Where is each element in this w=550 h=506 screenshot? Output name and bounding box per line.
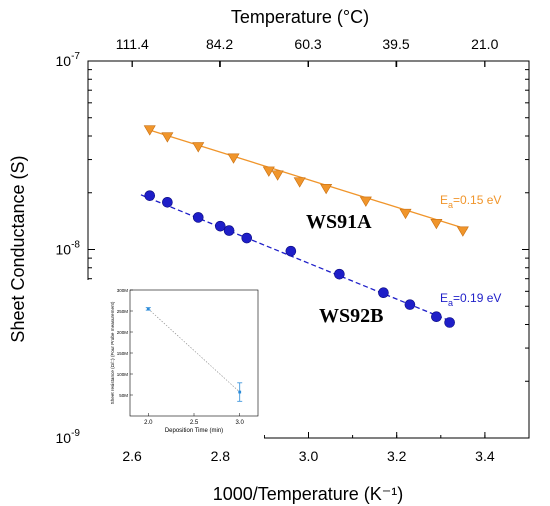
- inset-y-axis-title: Sheet resistance (Ω/□) (Four Probe measu…: [110, 301, 115, 404]
- data-point: [227, 153, 240, 164]
- data-point: [192, 212, 204, 223]
- y-tick-label: 10-7: [56, 51, 81, 69]
- series-label-ws92b: WS92B: [319, 305, 383, 327]
- y-axis-title: Sheet Conductance (S): [8, 155, 28, 342]
- inset-data-point: [146, 307, 150, 311]
- data-point: [161, 132, 174, 143]
- top-tick-label: 21.0: [471, 36, 498, 52]
- top-tick-label: 60.3: [294, 36, 321, 52]
- x-tick-label: 3.0: [299, 448, 319, 464]
- inset-y-tick-label: 300M: [117, 288, 129, 293]
- data-point: [293, 177, 306, 188]
- inset-x-tick-label: 3.0: [236, 420, 245, 426]
- inset-y-tick-label: 50M: [119, 393, 128, 398]
- ea-label-ws91a: Ea=0.15 eV: [440, 193, 501, 210]
- fit-line: [149, 129, 468, 230]
- data-point: [192, 142, 205, 153]
- data-point: [431, 311, 442, 323]
- inset-background: [84, 280, 264, 440]
- y-tick-label: 10-8: [56, 240, 81, 258]
- inset-y-tick-label: 100M: [117, 372, 129, 377]
- x-tick-label: 3.2: [387, 448, 407, 464]
- y-axis-ticks: 10-9 10-8 10-7: [56, 51, 529, 446]
- data-point: [334, 268, 345, 280]
- data-point: [262, 166, 275, 177]
- data-point: [162, 196, 173, 208]
- data-point: [378, 287, 389, 298]
- inset-x-axis-title: Deposition Time (min): [165, 428, 223, 434]
- top-tick-label: 84.2: [206, 36, 233, 52]
- series-label-ws91a: WS91A: [306, 211, 372, 233]
- series-layer: [140, 125, 469, 328]
- top-axis-title: Temperature (°C): [231, 7, 369, 27]
- x-tick-label: 2.8: [211, 448, 231, 464]
- ea-label-ws92b: Ea=0.19 eV: [440, 291, 501, 308]
- data-point: [285, 245, 297, 257]
- y-tick-label: 10-9: [56, 428, 81, 446]
- data-point: [320, 184, 333, 195]
- data-point: [223, 225, 235, 236]
- inset-y-tick-label: 200M: [117, 330, 129, 335]
- series-ws92b: [140, 190, 455, 328]
- data-point: [144, 190, 156, 201]
- x-axis-title: 1000/Temperature (K⁻¹): [213, 484, 404, 504]
- x-tick-label: 3.4: [475, 448, 495, 464]
- fit-line: [140, 194, 455, 324]
- data-point: [444, 317, 455, 328]
- inset-x-tick-label: 2.5: [190, 420, 199, 426]
- data-point: [241, 232, 253, 244]
- inset-x-tick-label: 2.0: [144, 420, 153, 426]
- inset-chart: 2.0 2.5 3.0 50M 100M 150M 200M 250M 300M Depositi…: [84, 280, 264, 440]
- inset-y-tick-label: 250M: [117, 309, 129, 314]
- data-point: [399, 208, 412, 220]
- data-point: [430, 219, 443, 230]
- x-tick-label: 2.6: [122, 448, 142, 464]
- data-point: [271, 170, 284, 181]
- data-point: [215, 220, 226, 232]
- inset-y-tick-label: 150M: [117, 351, 129, 356]
- data-point: [456, 226, 469, 237]
- data-point: [359, 196, 372, 207]
- top-tick-label: 111.4: [116, 36, 149, 52]
- ea-annotations: Ea=0.15 eV Ea=0.19 eV: [440, 193, 501, 308]
- data-point: [404, 299, 416, 310]
- top-axis-ticks: 111.4 84.2 60.3 39.5 21.0: [116, 36, 499, 67]
- inset-data-point: [238, 390, 242, 394]
- series-ws91a: [143, 125, 469, 237]
- inset-connector: [148, 308, 240, 393]
- top-tick-label: 39.5: [382, 36, 409, 52]
- data-point: [143, 125, 156, 136]
